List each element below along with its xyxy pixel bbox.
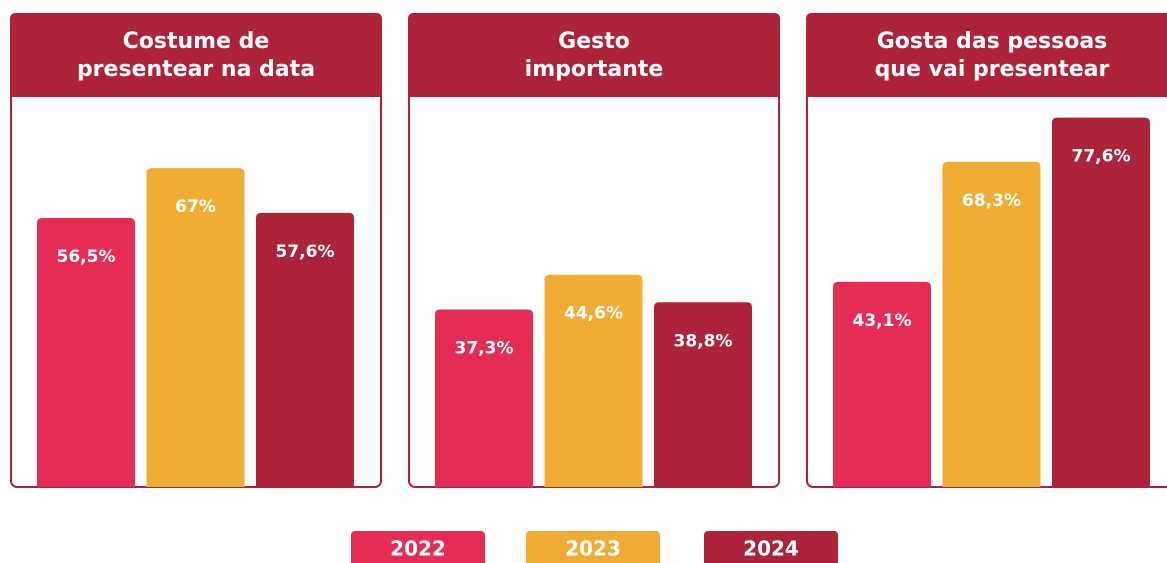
bar: [146, 168, 245, 487]
panel-title: Gesto: [558, 29, 630, 54]
panel-title: Gosta das pessoas: [877, 29, 1108, 54]
legend-swatch: [704, 531, 838, 563]
panel-header: [806, 13, 1167, 97]
panel-title: importante: [525, 57, 664, 82]
panel-title: que vai presentear: [875, 57, 1110, 82]
bar: [435, 309, 533, 487]
bar: [942, 161, 1041, 487]
bar: [654, 302, 752, 487]
legend-swatch: [526, 531, 660, 563]
panel-header: [408, 13, 780, 97]
legend-label: 2023: [565, 537, 621, 561]
panel-title: Costume de: [123, 29, 270, 54]
value-label: 68,3%: [962, 191, 1021, 211]
value-label: 38,8%: [674, 331, 733, 351]
legend-label: 2022: [390, 537, 446, 561]
value-label: 67%: [175, 197, 216, 217]
panel-title: presentear na data: [77, 57, 315, 82]
legend-swatch: [351, 531, 485, 563]
panel-header: [10, 13, 382, 97]
bar: [1052, 117, 1150, 488]
bar: [256, 212, 354, 487]
value-label: 77,6%: [1072, 147, 1131, 167]
bar: [37, 218, 135, 487]
value-label: 37,3%: [455, 338, 514, 358]
value-label: 56,5%: [57, 247, 116, 267]
value-label: 44,6%: [564, 304, 623, 324]
value-label: 43,1%: [853, 311, 912, 331]
bar: [833, 281, 931, 487]
value-label: 57,6%: [276, 242, 335, 262]
bar: [544, 274, 643, 487]
legend-label: 2024: [743, 537, 799, 561]
